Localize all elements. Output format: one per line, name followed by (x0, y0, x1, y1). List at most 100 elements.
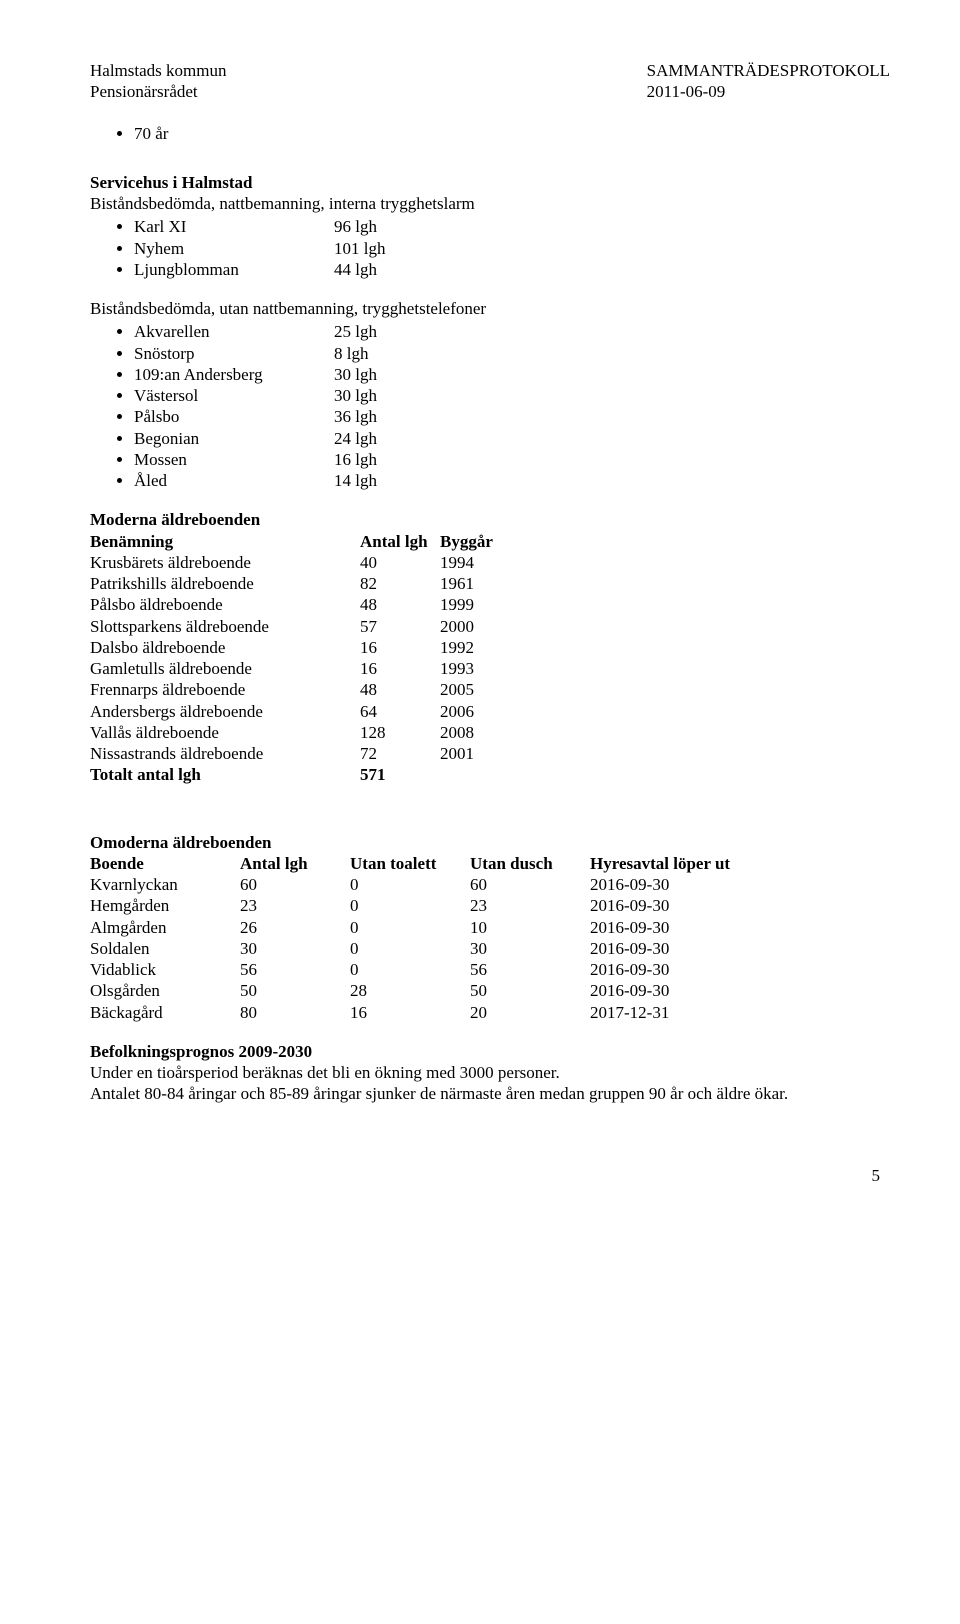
item-label: Västersol (134, 385, 334, 406)
table-row: Krusbärets äldreboende401994 (90, 552, 890, 573)
table-cell: Krusbärets äldreboende (90, 552, 360, 573)
table-cell: Bäckagård (90, 1002, 240, 1023)
table-cell: 30 (240, 938, 350, 959)
table-cell: 2016-09-30 (590, 938, 770, 959)
table-cell: 23 (240, 895, 350, 916)
table-row: Gamletulls äldreboende161993 (90, 658, 890, 679)
list-item: Snöstorp8 lgh (134, 343, 890, 364)
item-value: 101 lgh (334, 238, 385, 259)
table-cell: Patrikshills äldreboende (90, 573, 360, 594)
table-row: Slottsparkens äldreboende572000 (90, 616, 890, 637)
item-label: Akvarellen (134, 321, 334, 342)
table-cell: Hemgården (90, 895, 240, 916)
servicehus-list-2: Akvarellen25 lghSnöstorp8 lgh109:an Ande… (90, 321, 890, 491)
list-item: Karl XI96 lgh (134, 216, 890, 237)
header-council: Pensionärsrådet (90, 81, 226, 102)
table-cell: 82 (360, 573, 440, 594)
table-cell: 2008 (440, 722, 540, 743)
table-cell: Slottsparkens äldreboende (90, 616, 360, 637)
table-cell: 50 (470, 980, 590, 1001)
table-cell: 57 (360, 616, 440, 637)
section-title-omoderna: Omoderna äldreboenden (90, 832, 890, 853)
section-title-moderna: Moderna äldreboenden (90, 509, 890, 530)
list-item: Pålsbo36 lgh (134, 406, 890, 427)
table-cell: 1961 (440, 573, 540, 594)
table-cell: Frennarps äldreboende (90, 679, 360, 700)
table-cell: 128 (360, 722, 440, 743)
table-cell: 20 (470, 1002, 590, 1023)
item-label: Ljungblomman (134, 259, 334, 280)
item-label: Nyhem (134, 238, 334, 259)
table-cell: 56 (240, 959, 350, 980)
table-cell: 64 (360, 701, 440, 722)
table-cell: 2017-12-31 (590, 1002, 770, 1023)
table-cell: Vallås äldreboende (90, 722, 360, 743)
table-cell: 2005 (440, 679, 540, 700)
item-value: 30 lgh (334, 385, 377, 406)
table-row: Soldalen300302016-09-30 (90, 938, 890, 959)
table-cell: 0 (350, 895, 470, 916)
table-cell: 50 (240, 980, 350, 1001)
list-item: 109:an Andersberg30 lgh (134, 364, 890, 385)
table-cell: 0 (350, 959, 470, 980)
table-cell: Gamletulls äldreboende (90, 658, 360, 679)
table-cell: Pålsbo äldreboende (90, 594, 360, 615)
table-row: Almgården260102016-09-30 (90, 917, 890, 938)
table-cell: 72 (360, 743, 440, 764)
table-cell: 0 (350, 874, 470, 895)
table-cell: 16 (360, 658, 440, 679)
list-item: Mossen16 lgh (134, 449, 890, 470)
top-bullet-list: 70 år (90, 123, 890, 144)
table-cell: Almgården (90, 917, 240, 938)
table-row: Andersbergs äldreboende642006 (90, 701, 890, 722)
table-cell: 2001 (440, 743, 540, 764)
list-item: Västersol30 lgh (134, 385, 890, 406)
omoderna-table: Boende Antal lgh Utan toalett Utan dusch… (90, 853, 890, 1023)
item-label: 109:an Andersberg (134, 364, 334, 385)
table-cell: 28 (350, 980, 470, 1001)
table-cell: Soldalen (90, 938, 240, 959)
sub-heading: Biståndsbedömda, utan nattbemanning, try… (90, 298, 890, 319)
table-cell: 16 (360, 637, 440, 658)
table-cell: 1993 (440, 658, 540, 679)
table-cell: 23 (470, 895, 590, 916)
item-value: 14 lgh (334, 470, 377, 491)
prognos-line: Under en tioårsperiod beräknas det bli e… (90, 1062, 890, 1083)
list-item: Begonian24 lgh (134, 428, 890, 449)
table-row: Vallås äldreboende1282008 (90, 722, 890, 743)
table-cell: 0 (350, 938, 470, 959)
header-date: 2011-06-09 (647, 81, 890, 102)
table-cell: 30 (470, 938, 590, 959)
sub-heading: Biståndsbedömda, nattbemanning, interna … (90, 193, 890, 214)
table-cell: 1994 (440, 552, 540, 573)
col-header: Antal lgh (360, 531, 440, 552)
table-row: Nissastrands äldreboende722001 (90, 743, 890, 764)
table-header-row: Boende Antal lgh Utan toalett Utan dusch… (90, 853, 890, 874)
moderna-table: Benämning Antal lgh Byggår Krusbärets äl… (90, 531, 890, 786)
list-item: Nyhem101 lgh (134, 238, 890, 259)
table-row: Dalsbo äldreboende161992 (90, 637, 890, 658)
table-row: Frennarps äldreboende482005 (90, 679, 890, 700)
table-cell: Andersbergs äldreboende (90, 701, 360, 722)
table-row: Hemgården230232016-09-30 (90, 895, 890, 916)
table-cell: Kvarnlyckan (90, 874, 240, 895)
col-header: Utan toalett (350, 853, 470, 874)
table-cell: 2016-09-30 (590, 895, 770, 916)
table-total-row: Totalt antal lgh 571 (90, 764, 890, 785)
table-cell: 2000 (440, 616, 540, 637)
table-cell: Dalsbo äldreboende (90, 637, 360, 658)
col-header: Byggår (440, 531, 540, 552)
table-cell: 56 (470, 959, 590, 980)
col-header: Hyresavtal löper ut (590, 853, 770, 874)
item-value: 16 lgh (334, 449, 377, 470)
table-cell: 48 (360, 594, 440, 615)
list-item: Ljungblomman44 lgh (134, 259, 890, 280)
item-value: 24 lgh (334, 428, 377, 449)
list-item: 70 år (134, 123, 890, 144)
section-title-prognos: Befolkningsprognos 2009-2030 (90, 1041, 890, 1062)
total-value: 571 (360, 764, 440, 785)
servicehus-list-1: Karl XI96 lghNyhem101 lghLjungblomman44 … (90, 216, 890, 280)
item-value: 8 lgh (334, 343, 368, 364)
table-cell: Vidablick (90, 959, 240, 980)
col-header: Antal lgh (240, 853, 350, 874)
